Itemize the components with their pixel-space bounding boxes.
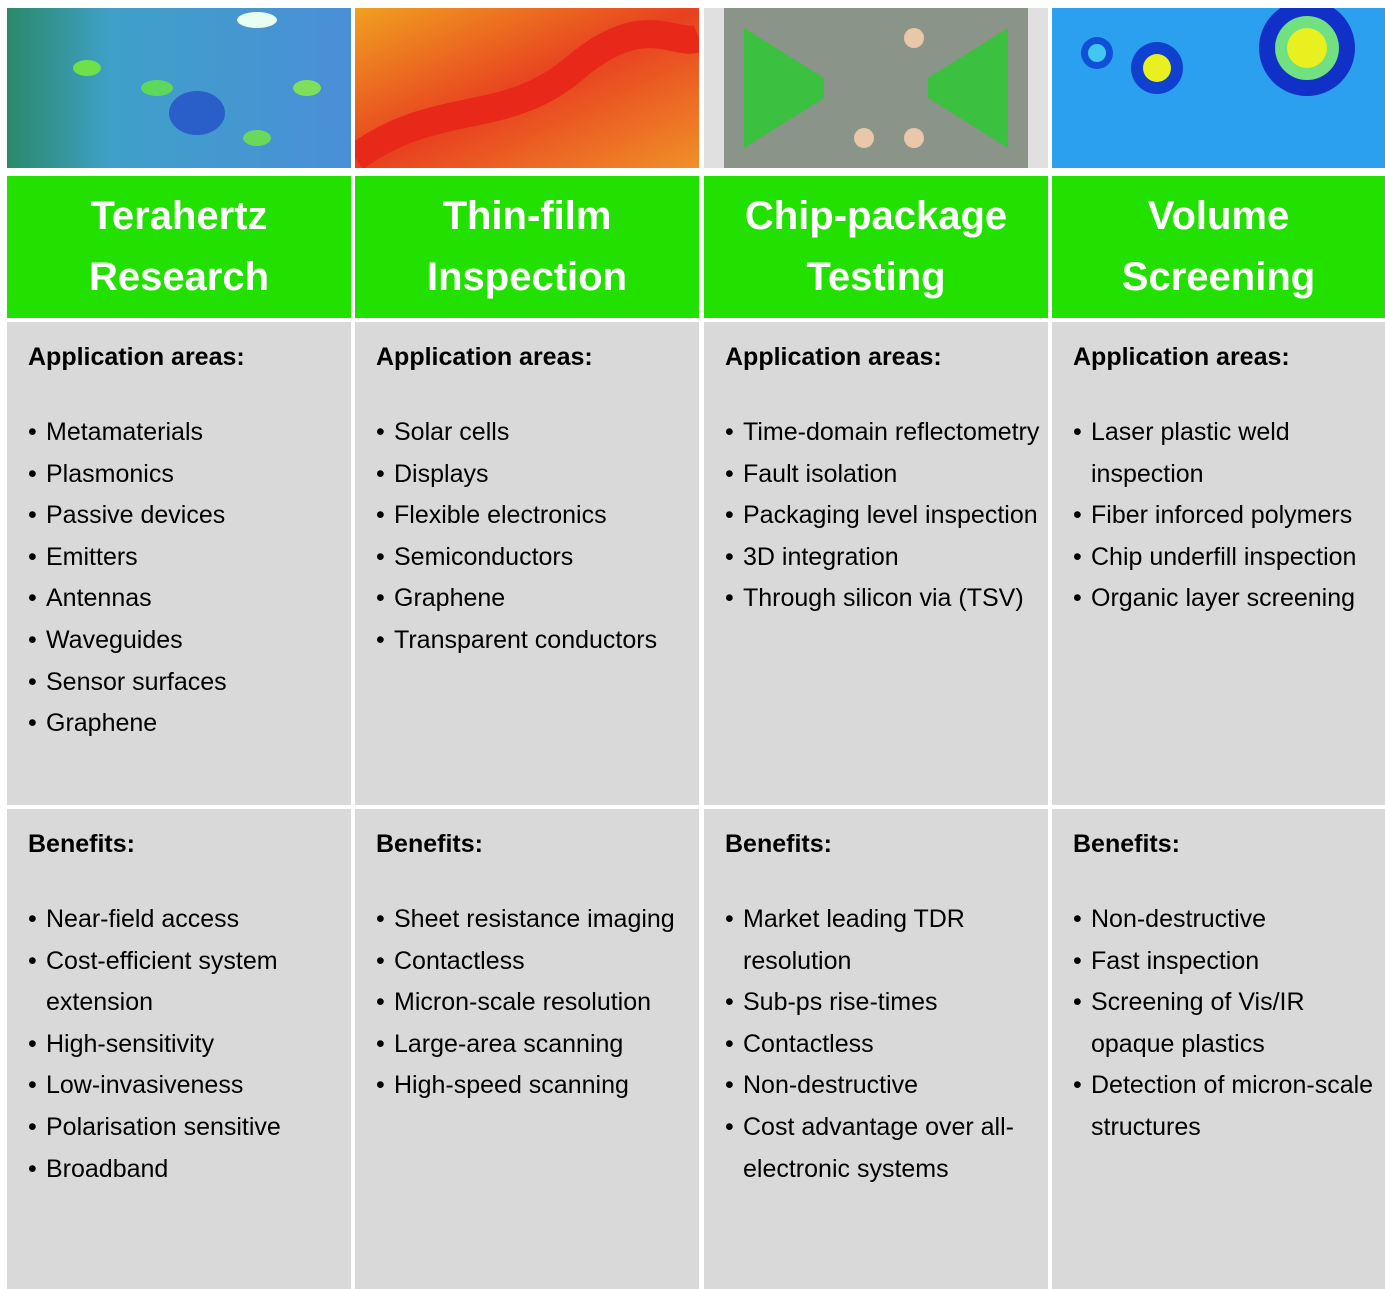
list-item: Antennas	[28, 578, 343, 620]
list-item: Broadband	[28, 1149, 343, 1191]
list-item: Chip underfill inspection	[1073, 537, 1377, 579]
list-item: Waveguides	[28, 620, 343, 662]
list-item: High-sensitivity	[28, 1024, 343, 1066]
applications-heading: Application areas:	[1073, 343, 1290, 371]
column-title: Volume Screening	[1052, 176, 1385, 318]
list-item: Semiconductors	[376, 537, 691, 579]
list-item: Emitters	[28, 537, 343, 579]
column-title: Chip-package Testing	[704, 176, 1048, 318]
list-item: Low-invasiveness	[28, 1065, 343, 1107]
image	[355, 8, 699, 168]
applications-heading: Application areas:	[376, 343, 593, 371]
applications-box: Application areas: MetamaterialsPlasmonic…	[7, 322, 351, 805]
list-item: Micron-scale resolution	[376, 982, 691, 1024]
benefits-heading: Benefits:	[376, 830, 483, 858]
list-item: Non-destructive	[725, 1065, 1040, 1107]
list-item: Fiber inforced polymers	[1073, 495, 1377, 537]
benefits-list: Near-field accessCost-efficient system e…	[28, 899, 343, 1190]
list-item: Packaging level inspection	[725, 495, 1040, 537]
list-item: High-speed scanning	[376, 1065, 691, 1107]
list-item: Large-area scanning	[376, 1024, 691, 1066]
benefits-heading: Benefits:	[1073, 830, 1180, 858]
column-image	[704, 8, 1048, 168]
list-item: Fast inspection	[1073, 941, 1377, 983]
benefits-box: Benefits: Sheet resistance imagingContact…	[355, 809, 699, 1289]
column-title: Thin-film Inspection	[355, 176, 699, 318]
applications-heading: Application areas:	[28, 343, 245, 371]
image	[704, 8, 1048, 168]
image	[1052, 8, 1385, 168]
list-item: 3D integration	[725, 537, 1040, 579]
list-item: Fault isolation	[725, 454, 1040, 496]
benefits-box: Benefits: Near-field accessCost-efficient…	[7, 809, 351, 1289]
list-item: Displays	[376, 454, 691, 496]
list-item: Through silicon via (TSV)	[725, 578, 1040, 620]
list-item: Detection of micron-scale structures	[1073, 1065, 1377, 1148]
column-title: Terahertz Research	[7, 176, 351, 318]
list-item: Flexible electronics	[376, 495, 691, 537]
list-item: Market leading TDR resolution	[725, 899, 1040, 982]
list-item: Transparent conductors	[376, 620, 691, 662]
benefits-list: Sheet resistance imagingContactlessMicro…	[376, 899, 691, 1107]
list-item: Graphene	[28, 703, 343, 745]
column-image	[355, 8, 699, 168]
benefits-box: Benefits: Market leading TDR resolutionSu…	[704, 809, 1048, 1289]
column-image	[1052, 8, 1385, 168]
applications-list: MetamaterialsPlasmonicsPassive devicesEm…	[28, 412, 343, 745]
list-item: Sub-ps rise-times	[725, 982, 1040, 1024]
list-item: Organic layer screening	[1073, 578, 1377, 620]
list-item: Sheet resistance imaging	[376, 899, 691, 941]
applications-box: Application areas: Laser plastic weld ins…	[1052, 322, 1385, 805]
list-item: Cost-efficient system extension	[28, 941, 343, 1024]
applications-list: Solar cellsDisplaysFlexible electronicsS…	[376, 412, 691, 662]
applications-box: Application areas: Solar cellsDisplaysFle…	[355, 322, 699, 805]
applications-list: Laser plastic weld inspectionFiber infor…	[1073, 412, 1377, 620]
benefits-heading: Benefits:	[28, 830, 135, 858]
list-item: Non-destructive	[1073, 899, 1377, 941]
list-item: Screening of Vis/IR opaque plastics	[1073, 982, 1377, 1065]
applications-box: Application areas: Time-domain reflectome…	[704, 322, 1048, 805]
list-item: Laser plastic weld inspection	[1073, 412, 1377, 495]
list-item: Polarisation sensitive	[28, 1107, 343, 1149]
column-image	[7, 8, 351, 168]
applications-list: Time-domain reflectometryFault isolation…	[725, 412, 1040, 620]
list-item: Solar cells	[376, 412, 691, 454]
list-item: Plasmonics	[28, 454, 343, 496]
list-item: Contactless	[376, 941, 691, 983]
list-item: Cost advantage over all-electronic syste…	[725, 1107, 1040, 1190]
list-item: Time-domain reflectometry	[725, 412, 1040, 454]
benefits-list: Market leading TDR resolutionSub-ps rise…	[725, 899, 1040, 1190]
list-item: Passive devices	[28, 495, 343, 537]
list-item: Contactless	[725, 1024, 1040, 1066]
image	[7, 8, 351, 168]
list-item: Near-field access	[28, 899, 343, 941]
benefits-list: Non-destructiveFast inspectionScreening …	[1073, 899, 1377, 1149]
applications-heading: Application areas:	[725, 343, 942, 371]
benefits-box: Benefits: Non-destructiveFast inspectionS…	[1052, 809, 1385, 1289]
list-item: Sensor surfaces	[28, 662, 343, 704]
list-item: Metamaterials	[28, 412, 343, 454]
benefits-heading: Benefits:	[725, 830, 832, 858]
list-item: Graphene	[376, 578, 691, 620]
